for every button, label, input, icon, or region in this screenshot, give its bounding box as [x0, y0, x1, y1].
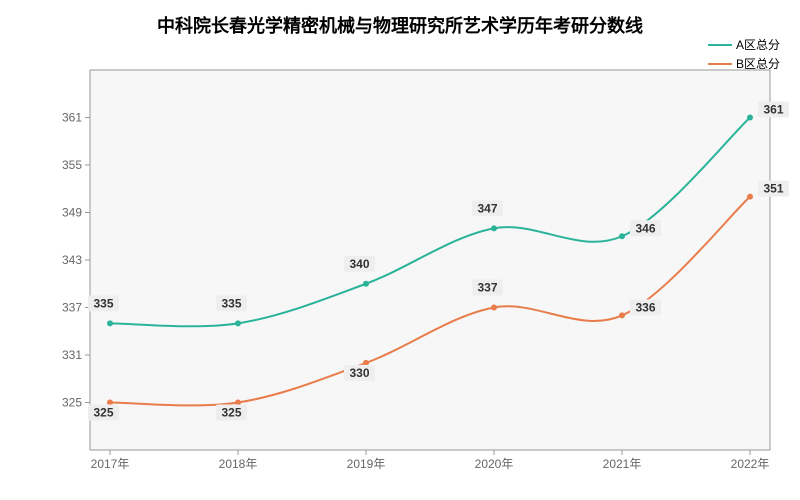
y-tick-label: 349 [62, 206, 82, 220]
data-point [747, 194, 753, 200]
legend-label: A区总分 [736, 36, 780, 53]
legend-swatch [708, 44, 732, 46]
data-label: 335 [93, 296, 113, 310]
x-tick-label: 2022年 [731, 457, 770, 471]
data-point [619, 312, 625, 318]
data-point [491, 225, 497, 231]
data-label: 347 [477, 201, 497, 215]
data-label: 330 [349, 366, 369, 380]
y-tick-label: 361 [62, 111, 82, 125]
x-tick-label: 2017年 [91, 457, 130, 471]
x-tick-label: 2018年 [219, 457, 258, 471]
legend-item: A区总分 [708, 36, 780, 53]
y-tick-label: 343 [62, 253, 82, 267]
data-label: 340 [349, 257, 369, 271]
data-point [619, 233, 625, 239]
x-tick-label: 2021年 [603, 457, 642, 471]
x-tick-label: 2019年 [347, 457, 386, 471]
y-tick-label: 325 [62, 396, 82, 410]
data-label: 351 [763, 182, 783, 196]
plot-bg [90, 70, 770, 450]
data-label: 336 [635, 300, 655, 314]
chart-title: 中科院长春光学精密机械与物理研究所艺术学历年考研分数线 [0, 12, 800, 38]
data-label: 361 [763, 103, 783, 117]
data-label: 325 [221, 406, 241, 420]
data-point [363, 281, 369, 287]
data-label: 335 [221, 296, 241, 310]
plot-svg: 325 331 337 343 349 355 361 2017年 2018年 2019年 2020… [50, 60, 780, 480]
data-label: 337 [477, 281, 497, 295]
y-tick-label: 331 [62, 348, 82, 362]
data-point [747, 115, 753, 121]
data-label: 346 [635, 221, 655, 235]
y-tick-label: 337 [62, 301, 82, 315]
data-point [107, 320, 113, 326]
data-label: 325 [93, 406, 113, 420]
y-tick-label: 355 [62, 158, 82, 172]
data-point [235, 320, 241, 326]
data-point [491, 305, 497, 311]
plot-area: 325 331 337 343 349 355 361 2017年 2018年 2019年 2020… [50, 60, 780, 480]
x-tick-label: 2020年 [475, 457, 514, 471]
chart-container: 中科院长春光学精密机械与物理研究所艺术学历年考研分数线 A区总分B区总分 325… [0, 0, 800, 500]
